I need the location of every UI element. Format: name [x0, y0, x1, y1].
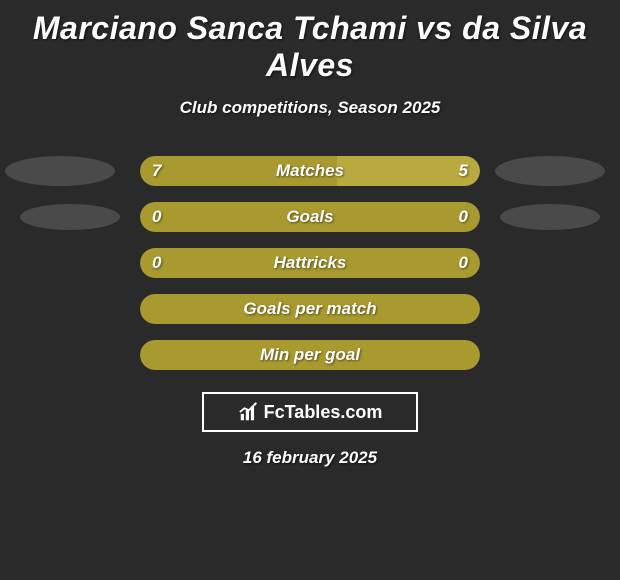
stat-value-left: 7 [152, 161, 161, 181]
stat-row: 0 0 Hattricks [0, 248, 620, 278]
player-left-ellipse [5, 156, 115, 186]
stat-bar-right [310, 202, 480, 232]
stat-bar: Min per goal [140, 340, 480, 370]
stat-value-right: 5 [459, 161, 468, 181]
stat-label: Min per goal [260, 345, 360, 365]
brand-text: FcTables.com [264, 402, 383, 423]
stat-bar-left [140, 202, 310, 232]
stat-label: Goals [286, 207, 333, 227]
stat-value-right: 0 [459, 207, 468, 227]
stat-value-left: 0 [152, 253, 161, 273]
stat-label: Matches [276, 161, 344, 181]
stat-value-right: 0 [459, 253, 468, 273]
stat-row: Goals per match [0, 294, 620, 324]
stat-bar: 0 0 Goals [140, 202, 480, 232]
comparison-date: 16 february 2025 [0, 448, 620, 468]
stat-label: Hattricks [274, 253, 347, 273]
stat-bar: Goals per match [140, 294, 480, 324]
stat-row: 7 5 Matches [0, 156, 620, 186]
stat-bar: 0 0 Hattricks [140, 248, 480, 278]
stat-label: Goals per match [243, 299, 376, 319]
player-right-ellipse [500, 204, 600, 230]
brand-box: FcTables.com [202, 392, 418, 432]
stat-rows: 7 5 Matches 0 0 Goals 0 0 Hattricks Goals per mat… [0, 156, 620, 370]
comparison-subtitle: Club competitions, Season 2025 [0, 98, 620, 118]
player-right-ellipse [495, 156, 605, 186]
player-left-ellipse [20, 204, 120, 230]
brand-chart-icon [238, 401, 260, 423]
stat-value-left: 0 [152, 207, 161, 227]
stat-bar: 7 5 Matches [140, 156, 480, 186]
stat-row: 0 0 Goals [0, 202, 620, 232]
comparison-title: Marciano Sanca Tchami vs da Silva Alves [0, 0, 620, 84]
stat-row: Min per goal [0, 340, 620, 370]
